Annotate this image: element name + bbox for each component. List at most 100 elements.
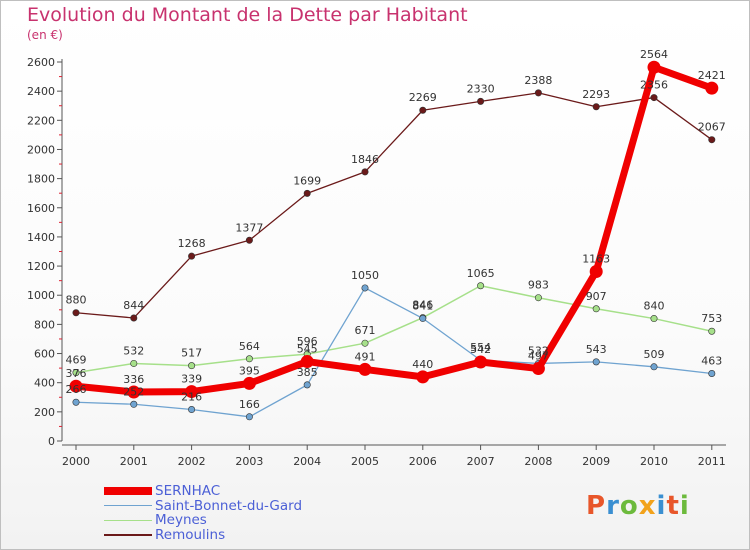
series-line-saint-bonnet-du-gard bbox=[75, 287, 713, 418]
data-label-meynes: 846 bbox=[412, 299, 433, 312]
data-label-sernhac: 339 bbox=[181, 373, 202, 386]
y-tick-label: 1600 bbox=[27, 202, 55, 215]
point-sernhac bbox=[705, 81, 719, 95]
data-label-remoulins: 1699 bbox=[293, 174, 321, 187]
legend-swatch bbox=[104, 519, 152, 522]
chart-subtitle: (en €) bbox=[27, 28, 63, 42]
data-label-saint-bonnet-du-gard: 841 bbox=[412, 299, 433, 312]
data-label-saint-bonnet-du-gard: 166 bbox=[239, 398, 260, 411]
axes: 0 200 400 600 800 1000 1200 1400 1600 1800 2000 220… bbox=[27, 56, 726, 468]
legend-label: Saint-Bonnet-du-Gard bbox=[155, 497, 303, 514]
y-tick-label: 800 bbox=[34, 318, 55, 331]
data-label-sernhac: 491 bbox=[355, 350, 376, 363]
data-label-remoulins: 2388 bbox=[524, 74, 552, 87]
point-saint-bonnet-du-gard bbox=[245, 413, 253, 421]
legend-label: Meynes bbox=[155, 512, 207, 529]
data-label-sernhac: 2564 bbox=[640, 48, 668, 61]
y-tick-label: 400 bbox=[34, 377, 55, 390]
point-remoulins bbox=[361, 168, 369, 176]
point-remoulins bbox=[188, 252, 196, 260]
point-sernhac bbox=[300, 355, 314, 369]
y-tick-label: 200 bbox=[34, 406, 55, 419]
point-remoulins bbox=[708, 136, 716, 144]
data-label-saint-bonnet-du-gard: 543 bbox=[586, 343, 607, 356]
point-remoulins bbox=[303, 189, 311, 197]
data-label-remoulins: 844 bbox=[123, 299, 144, 312]
x-tick-label: 2003 bbox=[235, 455, 263, 468]
data-label-saint-bonnet-du-gard: 463 bbox=[701, 355, 722, 368]
point-sernhac bbox=[185, 385, 199, 399]
data-label-sernhac: 545 bbox=[297, 343, 318, 356]
point-saint-bonnet-du-gard bbox=[650, 363, 658, 371]
legend-label: SERNHAC bbox=[155, 483, 221, 499]
point-sernhac bbox=[589, 264, 603, 278]
chart-title: Evolution du Montant de la Dette par Hab… bbox=[27, 4, 468, 26]
data-label-meynes: 983 bbox=[528, 279, 549, 292]
x-tick-label: 2007 bbox=[467, 455, 495, 468]
data-label-sernhac: 2421 bbox=[698, 69, 726, 82]
x-tick-label: 2009 bbox=[582, 455, 610, 468]
y-tick-label: 2400 bbox=[27, 85, 55, 98]
y-tick-label: 1400 bbox=[27, 231, 55, 244]
x-tick-label: 2004 bbox=[293, 455, 321, 468]
y-tick-label: 2600 bbox=[27, 56, 55, 69]
data-label-saint-bonnet-du-gard: 554 bbox=[470, 341, 491, 354]
data-label-saint-bonnet-du-gard: 385 bbox=[297, 366, 318, 379]
point-meynes bbox=[361, 339, 369, 347]
y-tick-label: 600 bbox=[34, 348, 55, 361]
x-tick-label: 2011 bbox=[698, 455, 726, 468]
series-line-sernhac bbox=[72, 63, 716, 396]
legend-swatch bbox=[104, 504, 152, 507]
data-label-remoulins: 2293 bbox=[582, 88, 610, 101]
data-label-meynes: 517 bbox=[181, 347, 202, 360]
point-meynes bbox=[245, 355, 253, 363]
data-label-remoulins: 2067 bbox=[698, 121, 726, 134]
point-meynes bbox=[534, 294, 542, 302]
point-remoulins bbox=[419, 106, 427, 114]
y-tick-label: 1000 bbox=[27, 289, 55, 302]
point-remoulins bbox=[534, 89, 542, 97]
x-tick-label: 2002 bbox=[178, 455, 206, 468]
point-meynes bbox=[592, 305, 600, 313]
data-label-remoulins: 880 bbox=[66, 294, 87, 307]
data-label-remoulins: 2330 bbox=[467, 82, 495, 95]
y-tick-label: 1200 bbox=[27, 260, 55, 273]
legend-label: Remoulins bbox=[155, 527, 226, 544]
data-label-saint-bonnet-du-gard: 509 bbox=[644, 348, 665, 361]
data-label-sernhac: 1163 bbox=[582, 252, 610, 265]
data-label-saint-bonnet-du-gard: 1050 bbox=[351, 269, 379, 282]
point-meynes bbox=[708, 327, 716, 335]
point-saint-bonnet-du-gard bbox=[592, 358, 600, 366]
data-label-sernhac: 376 bbox=[66, 367, 87, 380]
x-tick-label: 2008 bbox=[524, 455, 552, 468]
data-label-sernhac: 336 bbox=[123, 373, 144, 386]
data-label-remoulins: 1377 bbox=[235, 221, 263, 234]
y-tick-label: 2000 bbox=[27, 143, 55, 156]
data-label-sernhac: 542 bbox=[470, 343, 491, 356]
data-label-sernhac: 440 bbox=[412, 358, 433, 371]
x-tick-label: 2010 bbox=[640, 455, 668, 468]
y-tick-label: 0 bbox=[48, 435, 55, 448]
point-saint-bonnet-du-gard bbox=[419, 314, 427, 322]
data-label-remoulins: 2356 bbox=[640, 79, 668, 92]
point-sernhac bbox=[647, 60, 661, 74]
proxiti-logo: Proxiti bbox=[586, 491, 690, 521]
point-meynes bbox=[650, 315, 658, 323]
data-label-sernhac: 395 bbox=[239, 364, 260, 377]
point-sernhac bbox=[416, 370, 430, 384]
point-remoulins bbox=[592, 103, 600, 111]
point-meynes bbox=[188, 362, 196, 370]
point-sernhac bbox=[242, 376, 256, 390]
point-sernhac bbox=[474, 355, 488, 369]
data-label-meynes: 1065 bbox=[467, 267, 495, 280]
x-tick-label: 2005 bbox=[351, 455, 379, 468]
data-label-saint-bonnet-du-gard: 216 bbox=[181, 391, 202, 404]
point-sernhac bbox=[127, 385, 141, 399]
data-label-meynes: 469 bbox=[66, 354, 87, 367]
point-sernhac bbox=[358, 362, 372, 376]
data-label-remoulins: 2269 bbox=[409, 91, 437, 104]
point-remoulins bbox=[477, 97, 485, 105]
point-saint-bonnet-du-gard bbox=[188, 406, 196, 414]
series-line-remoulins bbox=[75, 92, 713, 319]
